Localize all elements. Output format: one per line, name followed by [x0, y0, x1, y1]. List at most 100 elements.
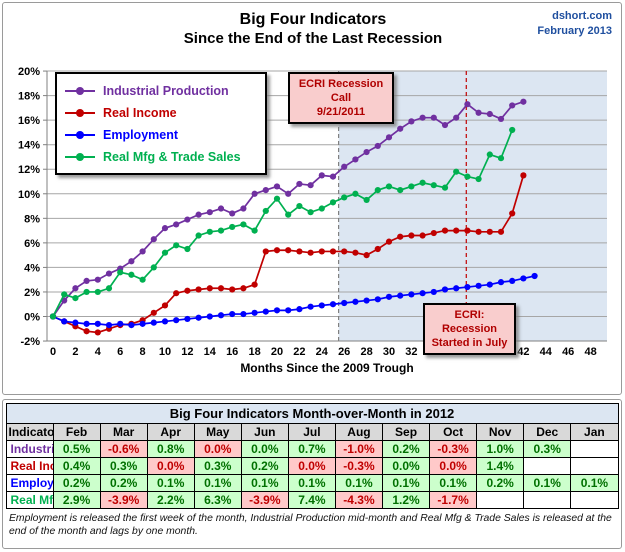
- data-point-employment: [497, 279, 505, 286]
- data-point-real-mfg-trade-sales: [329, 199, 337, 206]
- value-cell: 0.2%: [99, 474, 148, 492]
- value-cell: -0.3%: [334, 457, 384, 475]
- data-point-real-mfg-trade-sales: [150, 264, 157, 271]
- data-point-employment: [206, 313, 213, 320]
- value-cell: 2.2%: [146, 491, 195, 509]
- legend-marker-icon: [65, 87, 95, 95]
- legend-label: Industrial Production: [103, 84, 229, 98]
- data-point-employment: [397, 292, 404, 299]
- data-point-real-income: [408, 232, 415, 239]
- data-point-industrial-production: [497, 115, 505, 123]
- data-point-real-income: [520, 172, 527, 179]
- x-tick-label: 28: [360, 346, 372, 358]
- data-point-real-income: [464, 227, 471, 234]
- data-point-industrial-production: [453, 114, 460, 121]
- data-point-real-mfg-trade-sales: [273, 195, 281, 202]
- value-cell: 0.3%: [193, 457, 242, 475]
- value-cell: 0.1%: [193, 474, 242, 492]
- chart-title-line1: Big Four Indicators: [239, 11, 387, 28]
- data-point-real-income: [173, 290, 180, 297]
- data-point-real-mfg-trade-sales: [61, 291, 68, 298]
- data-point-industrial-production: [83, 277, 90, 285]
- data-point-real-mfg-trade-sales: [72, 294, 79, 302]
- value-cell: 0.0%: [287, 457, 336, 475]
- x-tick-label: 44: [540, 346, 553, 358]
- x-tick-label: 26: [338, 346, 350, 358]
- data-point-real-income: [363, 252, 370, 259]
- x-tick-label: 24: [316, 346, 329, 358]
- x-tick-label: 6: [117, 346, 123, 358]
- data-point-industrial-production: [352, 156, 359, 163]
- data-point-real-income: [475, 228, 482, 235]
- table-row: Real Income0.4%0.3%0.0%0.3%0.2%0.0%-0.3%…: [5, 457, 619, 475]
- data-point-real-mfg-trade-sales: [430, 182, 437, 189]
- x-tick-label: 4: [95, 346, 102, 358]
- annotation-ecri-recession-started: ECRI: Recession Started in July: [423, 303, 516, 355]
- data-point-real-income: [262, 248, 269, 255]
- data-point-industrial-production: [72, 285, 79, 292]
- data-point-employment: [531, 272, 538, 280]
- data-point-employment: [139, 320, 146, 327]
- data-point-real-mfg-trade-sales: [117, 269, 124, 276]
- value-cell: 0.2%: [52, 474, 101, 492]
- data-point-real-income: [318, 248, 325, 255]
- data-point-real-mfg-trade-sales: [49, 313, 57, 320]
- value-cell: -0.6%: [99, 440, 148, 458]
- data-point-real-income: [486, 228, 493, 235]
- value-cell: 0.0%: [146, 457, 195, 475]
- source-site: dshort.com: [552, 10, 612, 22]
- data-point-industrial-production: [430, 114, 437, 121]
- data-point-real-mfg-trade-sales: [285, 211, 292, 218]
- data-point-employment: [475, 282, 482, 289]
- data-point-industrial-production: [464, 101, 471, 108]
- data-point-employment: [363, 297, 370, 304]
- value-cell: 0.3%: [99, 457, 148, 475]
- data-point-real-mfg-trade-sales: [139, 276, 146, 283]
- footnote: Employment is released the first week of…: [9, 513, 612, 537]
- chart-title-line2: Since the End of the Last Recession: [183, 30, 443, 47]
- data-point-industrial-production: [419, 114, 426, 121]
- indicator-label: Employment: [5, 474, 54, 492]
- data-point-real-income: [341, 248, 348, 255]
- column-header: Mar: [99, 423, 148, 441]
- y-tick-label: 14%: [18, 140, 40, 152]
- data-point-industrial-production: [475, 109, 482, 116]
- data-point-employment: [430, 288, 437, 296]
- data-point-industrial-production: [251, 190, 258, 197]
- y-tick-label: 12%: [18, 164, 40, 176]
- data-point-employment: [374, 296, 381, 303]
- data-point-real-income: [397, 233, 404, 240]
- value-cell: 0.1%: [429, 474, 478, 492]
- value-cell: 0.3%: [523, 440, 572, 458]
- data-point-employment: [128, 321, 135, 329]
- column-header: Nov: [476, 423, 525, 441]
- x-tick-label: 30: [383, 346, 395, 358]
- source-credit: dshort.com February 2013: [537, 9, 612, 39]
- data-point-real-income: [352, 249, 359, 256]
- chart-title: Big Four Indicators Since the End of the…: [83, 10, 543, 48]
- data-point-industrial-production: [229, 210, 236, 217]
- data-point-industrial-production: [397, 125, 404, 132]
- data-point-employment: [195, 314, 202, 321]
- data-point-industrial-production: [408, 118, 415, 125]
- data-point-industrial-production: [262, 186, 269, 194]
- annotation-text: 9/21/2011: [316, 106, 366, 118]
- data-point-real-mfg-trade-sales: [184, 245, 191, 253]
- data-point-employment: [251, 309, 258, 316]
- value-cell: 0.1%: [381, 474, 431, 492]
- data-point-industrial-production: [173, 221, 180, 228]
- data-point-real-mfg-trade-sales: [296, 202, 303, 210]
- data-point-employment: [273, 307, 281, 314]
- y-tick-label: 8%: [24, 213, 40, 225]
- data-point-employment: [464, 283, 471, 291]
- x-tick-label: 8: [140, 346, 146, 358]
- data-point-real-income: [430, 229, 437, 237]
- data-point-real-mfg-trade-sales: [229, 223, 236, 231]
- y-tick-label: -2%: [20, 336, 40, 348]
- value-cell: 0.1%: [240, 474, 289, 492]
- data-point-industrial-production: [307, 182, 314, 189]
- chart-panel: -2% 0% 2% 4% 6% 8% 10% 12% 14% 16% 18% 20% 0 2 4 6 8 10 12…: [2, 2, 622, 395]
- data-point-real-income: [296, 248, 303, 255]
- data-point-employment: [341, 299, 348, 307]
